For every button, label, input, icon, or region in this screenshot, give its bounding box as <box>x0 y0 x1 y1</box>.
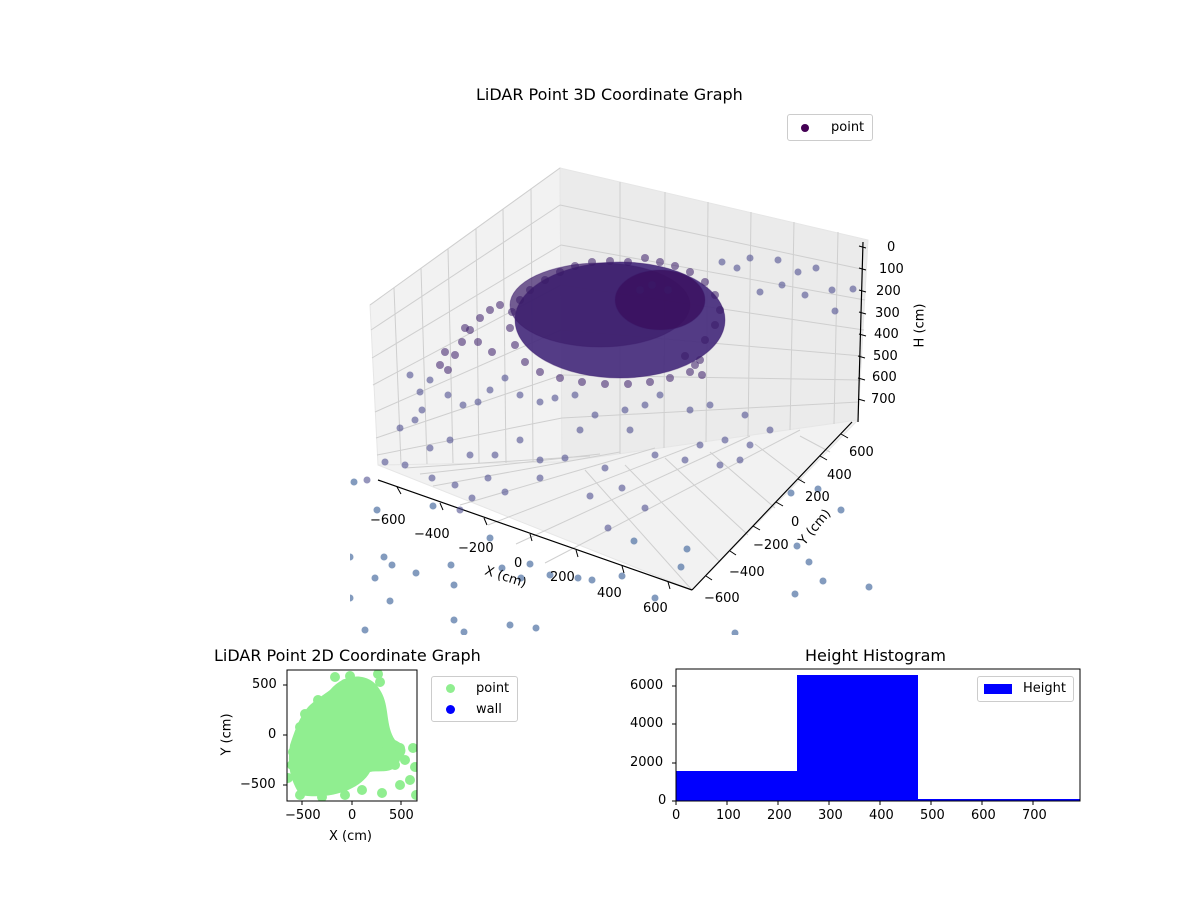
x-tick: 700 <box>1022 808 1047 823</box>
x-tick: −500 <box>285 808 321 823</box>
chart-title-2d: LiDAR Point 2D Coordinate Graph <box>214 646 481 665</box>
y-tick: 400 <box>827 468 852 483</box>
x-tick: 600 <box>643 601 668 616</box>
x-tick: 0 <box>672 808 681 823</box>
point-cloud-3d <box>350 254 873 635</box>
legend-label: Height <box>1023 681 1066 696</box>
y-tick: 6000 <box>630 678 664 693</box>
hist-bar <box>676 771 797 801</box>
z-tick: 200 <box>876 284 901 299</box>
y-tick: 2000 <box>630 755 664 770</box>
legend-2d: point wall <box>431 676 518 722</box>
x-tick: −400 <box>414 527 450 542</box>
chart-title-hist: Height Histogram <box>805 646 946 665</box>
point-marker-icon <box>446 684 455 693</box>
y-tick: 4000 <box>630 716 664 731</box>
x-tick: 0 <box>514 556 523 571</box>
x-tick: 200 <box>767 808 792 823</box>
x-tick: 300 <box>818 808 843 823</box>
z-tick: 700 <box>871 392 896 407</box>
x-tick: −600 <box>370 513 406 528</box>
y-tick: 0 <box>268 727 277 742</box>
legend-3d: point <box>787 114 873 141</box>
x-axis-label: X (cm) <box>329 829 372 844</box>
legend-label: point <box>831 120 865 135</box>
z-tick: 400 <box>874 327 899 342</box>
x-tick: 400 <box>597 586 622 601</box>
hist-bar <box>918 799 1080 801</box>
z-tick: 300 <box>875 306 900 321</box>
z-tick: 600 <box>872 370 897 385</box>
point-marker-icon <box>801 123 809 132</box>
hist-bar <box>797 675 918 801</box>
x-tick: 200 <box>550 570 575 585</box>
x-tick: 0 <box>348 808 357 823</box>
legend-label: point <box>476 681 510 696</box>
y-tick: 0 <box>791 515 800 530</box>
x-tick: 100 <box>716 808 741 823</box>
y-tick: −200 <box>753 538 789 553</box>
y-tick: −600 <box>704 591 740 606</box>
y-tick: 0 <box>658 793 667 808</box>
x-tick: 500 <box>920 808 945 823</box>
z-tick: 0 <box>887 240 896 255</box>
x-tick: 400 <box>869 808 894 823</box>
wall-marker-icon <box>446 705 455 714</box>
x-tick: 600 <box>971 808 996 823</box>
chart-title-3d: LiDAR Point 3D Coordinate Graph <box>476 85 743 104</box>
x-tick: −200 <box>458 541 494 556</box>
y-tick: −400 <box>729 565 765 580</box>
y-tick: −500 <box>240 777 276 792</box>
z-tick: 100 <box>879 262 904 277</box>
legend-label: wall <box>476 702 502 717</box>
y-tick: 600 <box>849 445 874 460</box>
z-tick: 500 <box>873 349 898 364</box>
y-tick: 200 <box>805 490 830 505</box>
height-swatch-icon <box>984 683 1012 694</box>
y-tick: 500 <box>252 677 277 692</box>
x-tick: 500 <box>389 808 414 823</box>
legend-hist: Height <box>977 676 1074 702</box>
